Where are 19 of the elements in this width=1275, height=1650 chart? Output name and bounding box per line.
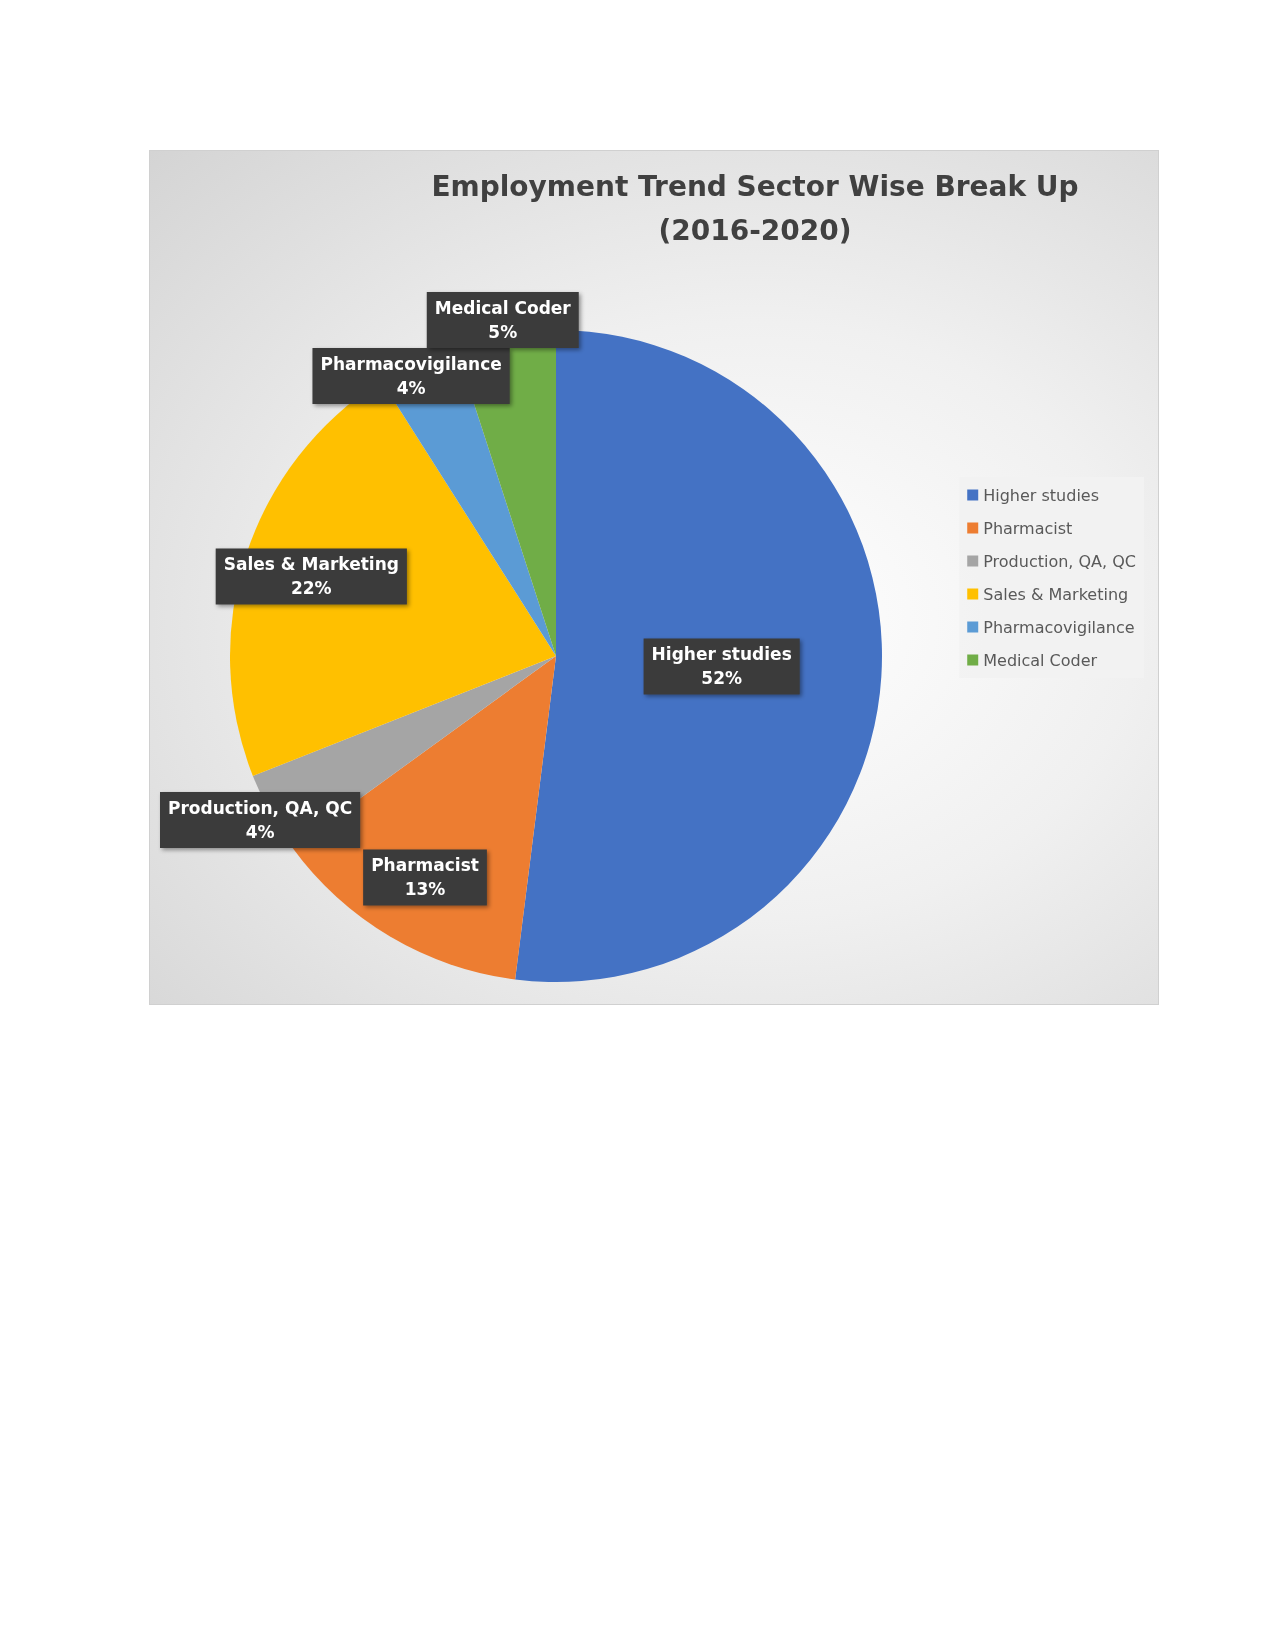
slice-label: Production, QA, QC: [168, 797, 353, 818]
data-label: 52%: [701, 668, 743, 689]
data-label: 22%: [290, 578, 332, 599]
slice-label: Pharmacist: [371, 855, 479, 876]
slice-label: Pharmacovigilance: [320, 353, 502, 374]
legend-label: Production, QA, QC: [983, 551, 1137, 571]
slice-label: Medical Coder: [434, 297, 572, 318]
legend-label: Medical Coder: [983, 650, 1098, 670]
legend-label: Pharmacist: [983, 518, 1073, 538]
legend-label: Pharmacovigilance: [983, 617, 1135, 637]
legend-label: Higher studies: [983, 485, 1100, 505]
legend-label: Sales & Marketing: [983, 584, 1129, 604]
slice-label: Sales & Marketing: [223, 554, 399, 575]
data-label: 4%: [396, 377, 426, 398]
data-label: 13%: [404, 879, 446, 900]
slice-label: Higher studies: [651, 644, 792, 665]
data-label: 4%: [245, 821, 275, 842]
data-label: 5%: [488, 321, 518, 342]
chart-title: Employment Trend Sector Wise Break Up (2016-2020): [431, 169, 1079, 247]
